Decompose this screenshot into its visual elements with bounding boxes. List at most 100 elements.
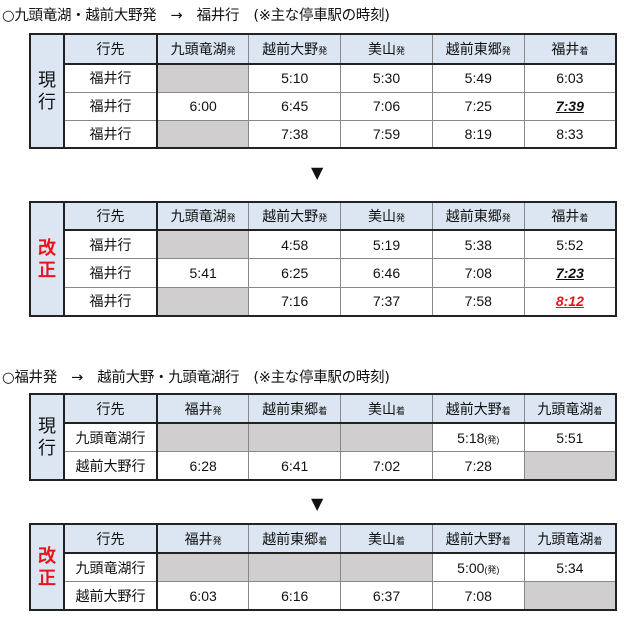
time-cell: 7:02 [340,451,433,481]
time-cell: 6:28 [156,451,250,481]
column-header: 九頭竜湖着 [523,393,617,424]
time-cell: 5:52 [523,229,617,259]
time-cell: 8:12 [523,286,617,316]
time-cell: 5:10 [248,63,342,93]
destination-cell: 越前大野行 [63,451,158,481]
no-stop-cell [248,422,342,452]
destination-cell: 越前大野行 [63,581,158,611]
arrive-depart-mark: 着 [318,535,328,546]
column-header: 九頭竜湖着 [523,523,617,554]
no-stop-cell [156,229,250,259]
column-header: 越前東郷発 [431,33,525,65]
column-header: 福井発 [156,393,250,424]
column-header: 美山着 [340,523,433,554]
arrive-depart-mark: 着 [579,46,589,56]
time-cell: 7:28 [431,451,525,481]
arrive-depart-mark: 発 [226,213,236,223]
time-cell: 5:19 [340,229,433,259]
station-name: 九頭竜湖 [537,400,594,417]
station-name: 九頭竜湖 [170,41,227,57]
column-header: 美山発 [340,201,433,231]
station-name: 福井 [184,400,213,417]
no-stop-cell [340,552,433,582]
destination-cell: 福井行 [63,286,158,316]
arrive-depart-mark: 発 [395,46,405,56]
change-arrow-icon: ▼ [311,494,324,513]
time-value: 5:00 [457,559,485,576]
time-cell: 7:39 [523,91,617,121]
time-cell: 7:37 [340,286,433,316]
timetable-label: 現行 [29,393,65,481]
table-row: 福井行 7:16 7:37 7:58 8:12 [30,286,617,316]
table-row: 九頭竜湖行 5:00(発) 5:34 [30,552,617,582]
arrive-depart-mark: 発 [318,213,328,223]
column-header: 福井着 [523,201,617,231]
time-cell: 6:03 [523,63,617,93]
column-header: 越前大野発 [248,33,342,65]
column-header: 越前東郷着 [248,393,342,424]
station-name: 越前東郷 [445,208,502,224]
time-cell: 5:30 [340,63,433,93]
current-timetable: 現行行先 福井発 越前東郷着 美山着 越前大野着 九頭竜湖着 九頭竜湖行 5:18(発) 5:5… [29,393,617,481]
time-cell: 5:18(発) [431,422,525,452]
station-name: 越前東郷 [262,400,319,417]
column-header: 越前東郷発 [431,201,525,231]
arrive-depart-mark: 着 [501,405,511,416]
time-cell: 7:38 [248,119,342,149]
section-title-to-fukui: ○九頭竜湖・越前大野発 → 福井行 (※主な停車駅の時刻) [2,8,390,24]
time-cell: 7:08 [431,258,525,288]
column-header: 九頭竜湖発 [156,33,250,65]
timetable-label: 改正 [29,201,65,317]
destination-cell: 福井行 [63,258,158,288]
station-name: 越前大野 [445,400,502,417]
time-cell: 7:25 [431,91,525,121]
station-name: 美山 [367,530,396,547]
departure-note: (発) [484,434,500,445]
time-value: 8:12 [555,293,584,309]
timetable-label: 現行 [29,33,65,149]
change-arrow-icon: ▼ [311,163,324,182]
column-header: 越前東郷着 [248,523,342,554]
destination-cell: 福井行 [63,119,158,149]
station-name: 福井 [551,208,580,224]
station-name: 美山 [367,208,396,224]
timetable-label: 改正 [29,523,65,611]
time-cell: 6:37 [340,581,433,611]
destination-cell: 九頭竜湖行 [63,422,158,452]
time-cell: 4:58 [248,229,342,259]
time-cell: 7:08 [431,581,525,611]
station-name: 行先 [96,400,125,417]
station-name: 美山 [367,400,396,417]
time-cell: 7:23 [523,258,617,288]
station-name: 九頭竜湖 [170,208,227,224]
time-cell: 8:19 [431,119,525,149]
table-row: 福井行 5:41 6:25 6:46 7:08 7:23 [30,258,617,288]
arrive-depart-mark: 着 [395,535,405,546]
destination-cell: 九頭竜湖行 [63,552,158,582]
station-name: 美山 [367,41,396,57]
time-cell: 6:46 [340,258,433,288]
time-cell: 5:34 [523,552,617,582]
column-header: 美山着 [340,393,433,424]
time-value: 7:39 [555,98,584,114]
destination-cell: 福井行 [63,229,158,259]
station-name: 九頭竜湖 [537,530,594,547]
arrive-depart-mark: 着 [395,405,405,416]
column-header: 福井発 [156,523,250,554]
no-stop-cell [156,63,250,93]
arrive-depart-mark: 着 [318,405,328,416]
no-stop-cell [340,422,433,452]
station-name: 越前大野 [445,530,502,547]
station-name: 越前大野 [262,208,319,224]
station-name: 福井 [184,530,213,547]
time-cell: 7:58 [431,286,525,316]
no-stop-cell [523,581,617,611]
no-stop-cell [156,286,250,316]
column-header: 行先 [63,523,158,554]
column-header: 行先 [63,201,158,231]
column-header: 越前大野着 [431,523,525,554]
arrive-depart-mark: 発 [501,213,511,223]
time-cell: 7:16 [248,286,342,316]
table-row: 福井行 5:10 5:30 5:49 6:03 [30,63,617,93]
time-cell: 6:03 [156,581,250,611]
